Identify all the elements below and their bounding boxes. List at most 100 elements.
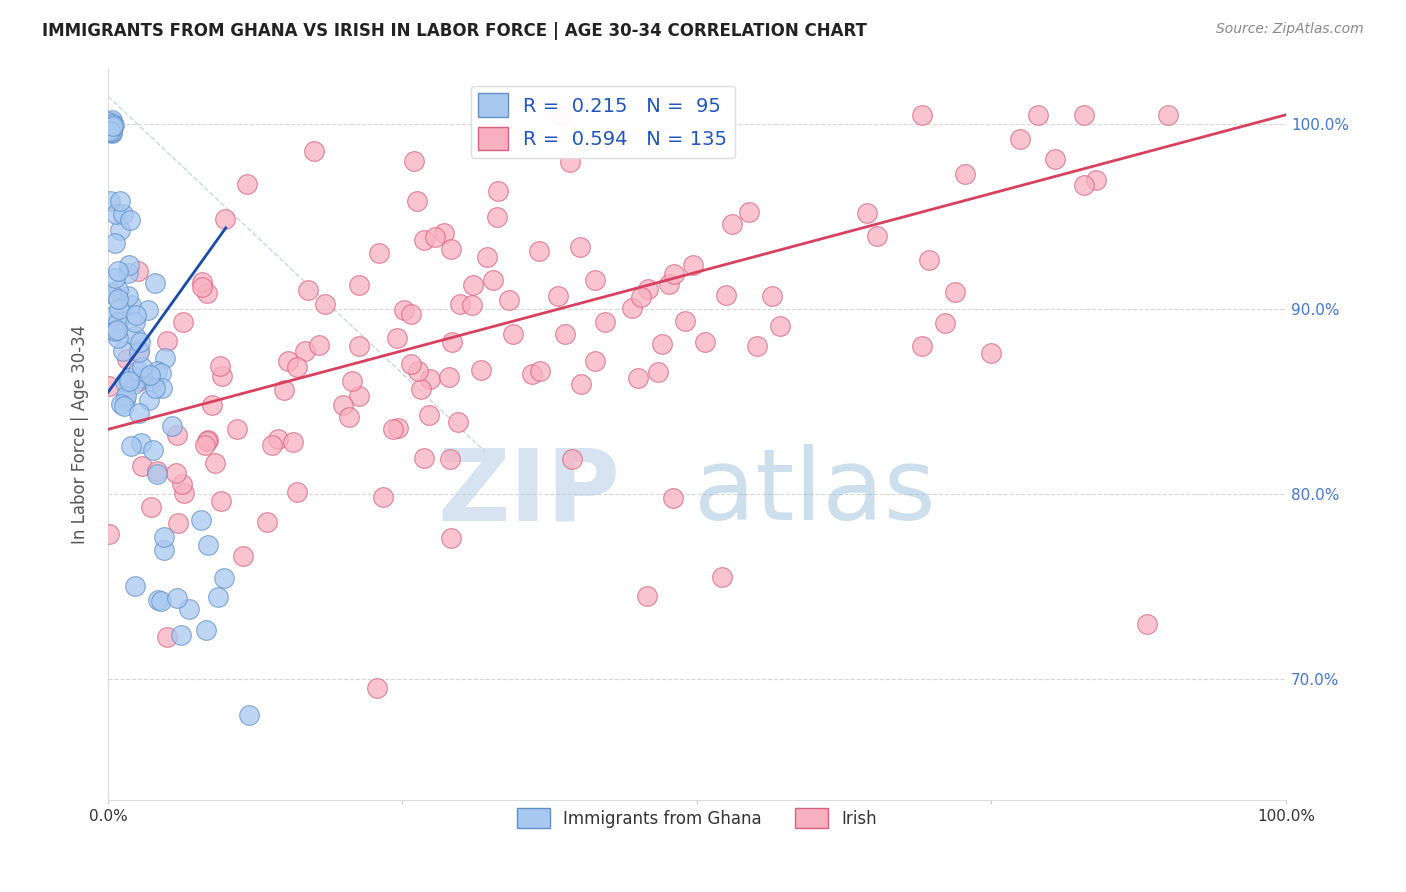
Point [720,217,742,231]
Point [131,459,153,474]
Point [98,121,121,136]
Point [124,579,146,593]
Point [197,433,219,447]
Point [409,382,432,396]
Point [136,303,159,318]
Point [124,315,146,329]
Point [332,398,354,412]
Point [865,228,887,243]
Point [569,377,592,392]
Point [943,285,966,299]
Point [152,542,174,557]
Point [97,115,120,129]
Point [238,708,260,723]
Point [101,121,124,136]
Point [747,339,769,353]
Point [122,369,145,384]
Point [190,513,212,527]
Point [520,367,543,381]
Point [647,365,669,379]
Point [101,117,124,131]
Point [131,359,153,374]
Point [381,422,404,436]
Text: Source: ZipAtlas.com: Source: ZipAtlas.com [1216,22,1364,37]
Point [172,477,194,491]
Legend: Immigrants from Ghana, Irish: Immigrants from Ghana, Irish [510,801,884,835]
Point [108,223,131,237]
Point [127,364,149,378]
Point [285,360,308,375]
Point [761,289,783,303]
Point [236,178,259,192]
Point [100,122,122,136]
Point [209,493,232,508]
Point [98,124,121,138]
Point [1045,152,1067,166]
Y-axis label: In Labor Force | Age 30-34: In Labor Force | Age 30-34 [72,325,89,543]
Point [128,345,150,359]
Point [855,206,877,220]
Point [406,363,429,377]
Point [392,303,415,318]
Point [150,381,173,395]
Point [104,235,127,250]
Point [103,118,125,132]
Point [127,264,149,278]
Point [153,351,176,365]
Point [1157,108,1180,122]
Point [475,250,498,264]
Point [190,275,212,289]
Point [118,374,141,388]
Point [418,409,440,423]
Point [406,194,429,209]
Point [385,331,408,345]
Point [145,364,167,378]
Point [107,331,129,345]
Point [308,338,330,352]
Point [1073,178,1095,192]
Point [561,451,583,466]
Point [118,370,141,384]
Point [347,389,370,403]
Point [461,298,484,312]
Point [120,213,142,227]
Point [447,415,470,429]
Point [486,184,509,198]
Point [550,108,572,122]
Point [208,359,231,374]
Point [349,339,371,353]
Point [143,381,166,395]
Point [207,590,229,604]
Point [101,119,124,133]
Point [1026,108,1049,122]
Point [117,266,139,280]
Point [481,273,503,287]
Point [769,318,792,333]
Point [256,516,278,530]
Point [1073,108,1095,122]
Point [112,400,135,414]
Point [101,122,124,136]
Point [273,383,295,397]
Point [934,316,956,330]
Point [108,194,131,208]
Point [120,439,142,453]
Point [595,315,617,329]
Point [232,549,254,564]
Point [166,428,188,442]
Point [197,538,219,552]
Point [146,593,169,607]
Point [569,240,592,254]
Point [953,167,976,181]
Point [682,259,704,273]
Point [128,335,150,350]
Point [100,115,122,129]
Point [131,370,153,384]
Point [440,242,463,256]
Point [337,409,360,424]
Point [177,601,200,615]
Point [131,435,153,450]
Point [498,293,520,307]
Point [423,230,446,244]
Point [111,344,134,359]
